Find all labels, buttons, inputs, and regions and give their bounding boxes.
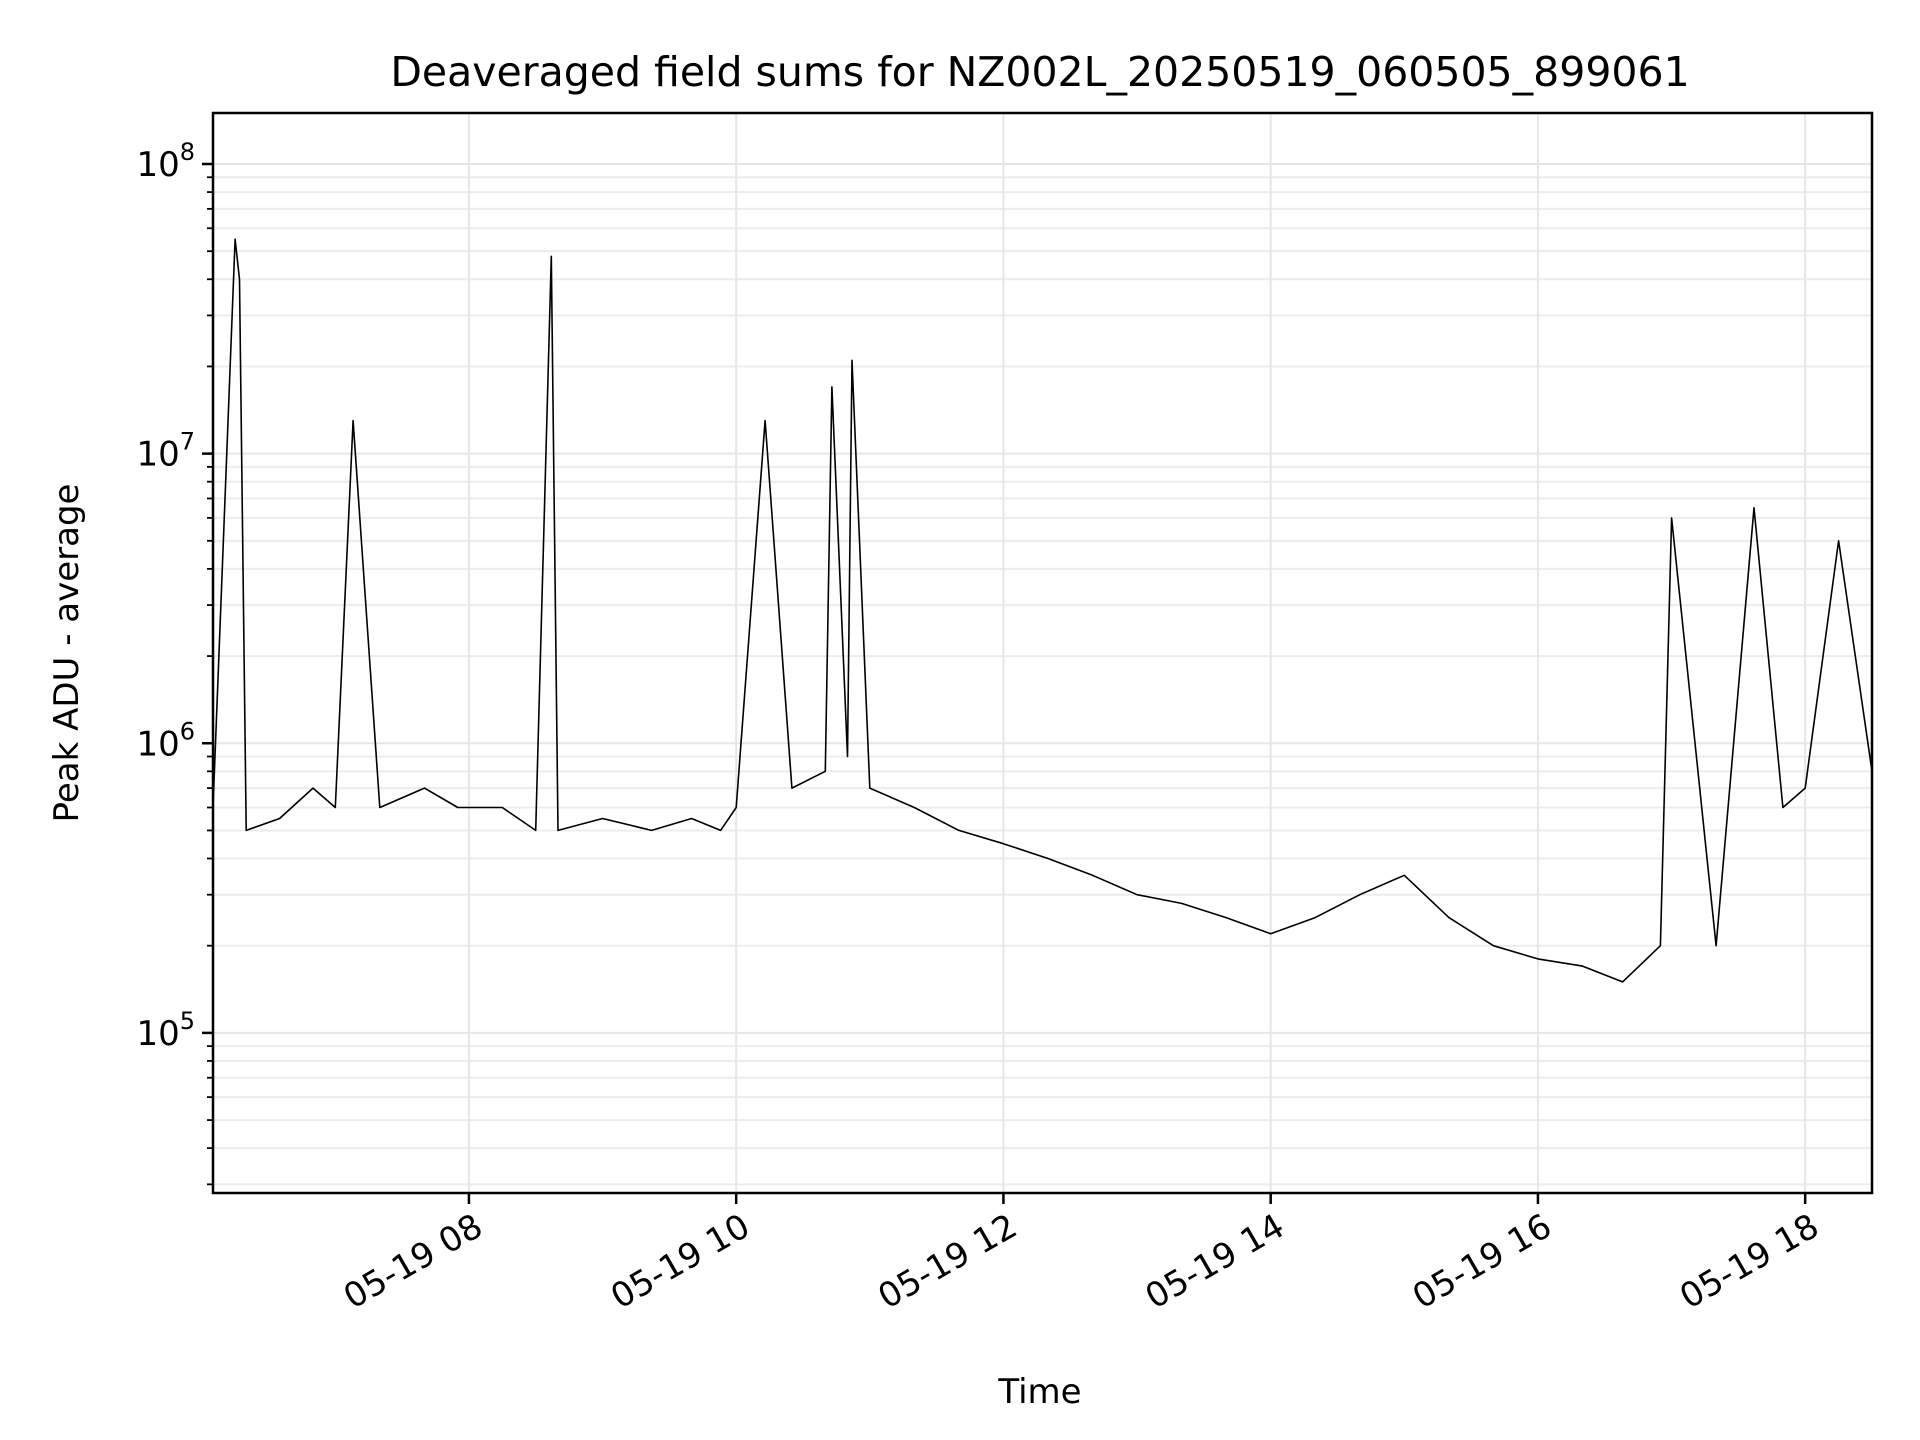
series-line [212,238,1873,983]
x-axis: 05-19 08 05-19 10 05-19 12 05-19 14 05-19 16… [337,1193,1826,1317]
x-tick-label: 05-19 10 [604,1206,756,1317]
y-axis-label: Peak ADU - average [47,484,87,823]
x-tick-label: 05-19 12 [872,1206,1024,1317]
x-tick-label: 05-19 16 [1406,1206,1558,1317]
y-tick-label: 106 [136,717,195,764]
chart-title: Deaveraged field sums for NZ002L_2025051… [390,48,1689,96]
x-tick-label: 05-19 08 [337,1206,489,1317]
x-tick-label: 05-19 14 [1139,1206,1291,1317]
x-tick-label: 05-19 18 [1673,1206,1825,1317]
plot-frame [211,111,1874,1195]
series-layer [212,238,1873,983]
y-tick-label: 107 [136,428,195,475]
grid [213,113,1872,1193]
y-tick-label: 105 [136,1007,195,1054]
x-axis-label: Time [997,1372,1081,1412]
y-tick-label: 108 [136,138,195,185]
y-axis: 105 106 107 108 [136,138,213,1186]
